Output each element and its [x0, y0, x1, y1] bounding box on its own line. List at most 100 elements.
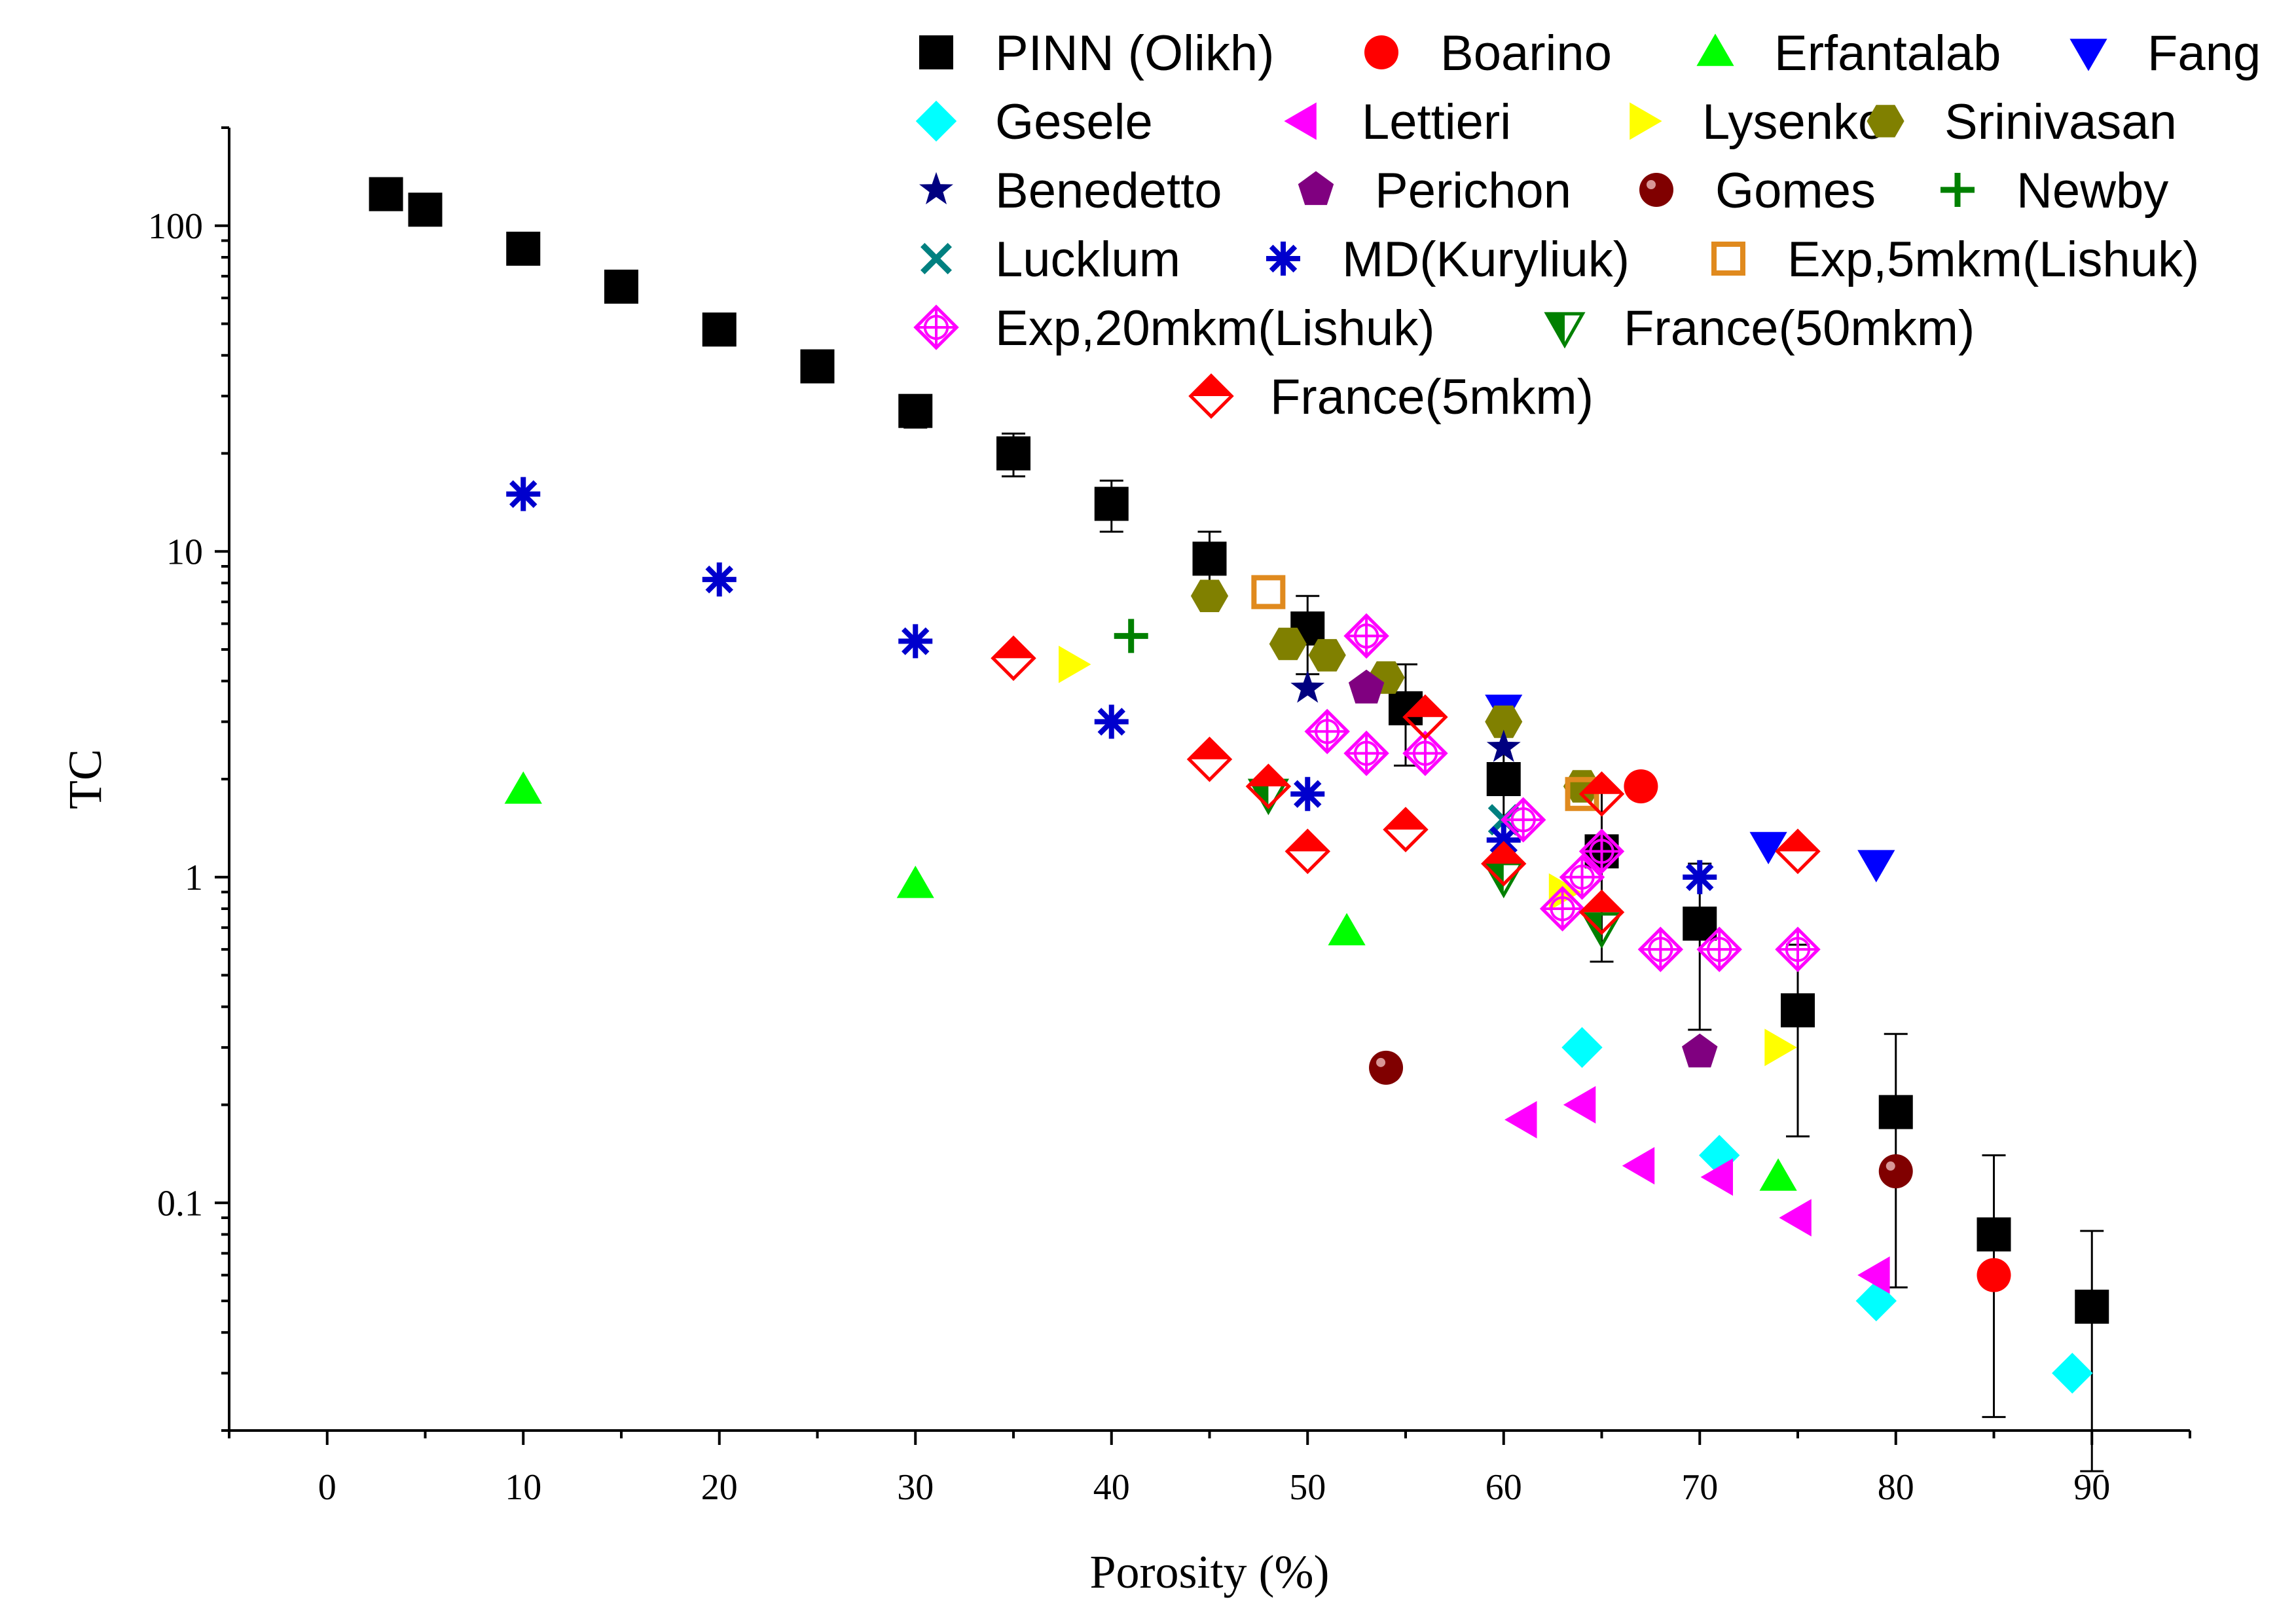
data-point: [1578, 828, 1625, 875]
legend-marker: [1630, 102, 1662, 140]
y-ticks: 0.1 1 10 100: [148, 126, 229, 1432]
data-point: [1504, 1101, 1537, 1139]
data-point: [1682, 1033, 1718, 1068]
legend-entry: PINN (Olikh): [919, 26, 1274, 81]
data-point: [898, 624, 933, 659]
data-point: [1186, 737, 1233, 782]
legend-entry: MD(Kuryliuk): [1266, 232, 1630, 287]
data-point: [2075, 1289, 2109, 1324]
data-point: [1285, 828, 1331, 875]
data-point: [504, 771, 542, 804]
data-point: [1878, 1095, 1913, 1129]
data-point: [1561, 1027, 1603, 1068]
data-point: [369, 177, 403, 211]
data-point: [1759, 1158, 1797, 1191]
error-bars: [374, 193, 2104, 1472]
data-point: [1764, 1029, 1797, 1067]
data-point: [1190, 579, 1229, 612]
data-point: [1563, 1085, 1596, 1124]
data-point: [1696, 926, 1742, 972]
legend-label: Gesele: [995, 94, 1153, 150]
data-point: [1192, 541, 1227, 576]
legend-label: Lucklum: [995, 232, 1180, 287]
legend-label: France(50mkm): [1624, 301, 1975, 356]
data-point: [1369, 1050, 1404, 1085]
data-point: [1343, 730, 1389, 776]
legend-entry: Newby: [1941, 163, 2168, 219]
legend-entry: Boarino: [1364, 26, 1612, 81]
legend-entry: Gesele: [915, 94, 1153, 150]
legend-marker: [915, 100, 957, 142]
data-point: [1094, 704, 1129, 739]
y-tick-label: 0.1: [157, 1183, 203, 1224]
legend-entry: France(50mkm): [1544, 301, 1975, 356]
data-point: [1269, 627, 1307, 661]
data-point: [1486, 762, 1521, 796]
data-point: [1578, 771, 1625, 817]
data-point: [604, 269, 638, 304]
y-tick-label: 100: [148, 206, 203, 247]
legend-marker: [913, 304, 959, 350]
data-point: [1977, 1258, 2011, 1292]
legend-marker: [1639, 173, 1673, 207]
data-point: [1775, 926, 1821, 972]
data-point: [1637, 926, 1684, 972]
axes: 0 10 20 30 40 50 60 70 80 90 0.1 1 10 100 Porosity (…: [59, 126, 2191, 1598]
legend-marker: [1298, 171, 1334, 206]
legend-entry: Lettieri: [1284, 94, 1511, 150]
data-point: [1481, 841, 1527, 886]
legend-label: Erfantalab: [1774, 26, 2001, 81]
data-point: [1977, 1217, 2011, 1252]
legend-entry: Lysenko: [1630, 94, 1886, 150]
data-point: [1483, 862, 1525, 899]
legend-label: Benedetto: [995, 163, 1222, 219]
data-point: [1290, 776, 1325, 811]
legend-marker: [1188, 373, 1234, 419]
legend-entry: Exp,20mkm(Lishuk): [913, 301, 1435, 356]
legend-entry: Lucklum: [920, 232, 1180, 287]
legend-label: Newby: [2016, 163, 2168, 219]
data-point: [1486, 729, 1521, 762]
legend-entry: France(5mkm): [1188, 369, 1594, 425]
data-point: [1539, 886, 1586, 932]
legend-label: Fang: [2147, 26, 2261, 81]
data-point: [896, 866, 934, 898]
x-ticks: 0 10 20 30 40 50 60 70 80 90: [228, 1431, 2191, 1508]
legend-label: Boarino: [1440, 26, 1612, 81]
data-point: [1343, 613, 1389, 659]
legend-label: Gomes: [1715, 163, 1876, 219]
data-point: [1559, 854, 1605, 900]
data-point: [1683, 860, 1717, 894]
data-point: [1779, 1199, 1812, 1237]
legend-entry: Fang: [2069, 26, 2261, 81]
x-tick-label: 30: [897, 1467, 934, 1508]
data-point: [702, 562, 737, 597]
data-point: [1308, 639, 1346, 672]
legend-entry: Erfantalab: [1696, 26, 2001, 81]
data-point: [1580, 912, 1623, 949]
x-tick-label: 90: [2073, 1467, 2110, 1508]
legend-marker: [1266, 242, 1300, 276]
data-point: [1749, 831, 1787, 865]
data-point: [1402, 694, 1448, 740]
legend-marker: [919, 35, 953, 69]
data-point: [800, 349, 835, 384]
data-point: [1578, 889, 1625, 936]
data-point: [1094, 486, 1129, 521]
legend-marker: [919, 172, 953, 205]
legend-label: Srinivasan: [1944, 94, 2177, 150]
legend-marker: [1284, 102, 1317, 140]
legend-entry: Gomes: [1639, 163, 1876, 219]
legend-marker: [1544, 312, 1586, 349]
data-point: [1383, 807, 1429, 852]
legend-marker: [1867, 105, 1904, 137]
data-point: [1059, 646, 1091, 684]
legend-label: Perichon: [1375, 163, 1571, 219]
data-point: [506, 477, 541, 511]
y-axis-title: TC: [59, 749, 111, 809]
data-point: [996, 436, 1030, 471]
legend-label: PINN (Olikh): [995, 26, 1274, 81]
legend-label: Lysenko: [1702, 94, 1886, 150]
data-point: [1878, 1154, 1913, 1189]
